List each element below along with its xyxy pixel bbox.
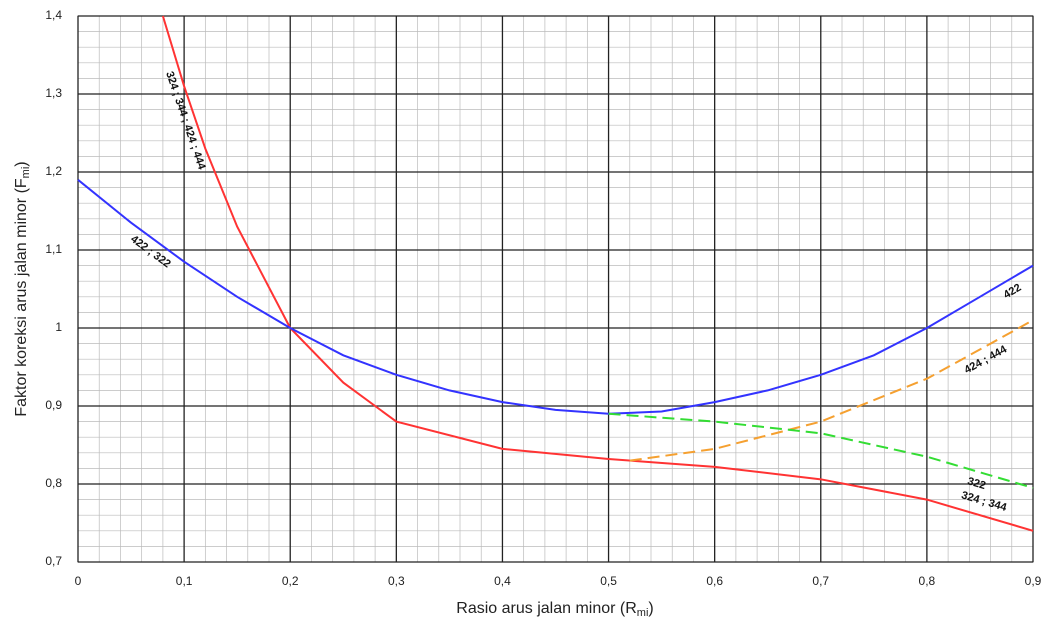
x-tick-label: 0,9 — [1025, 574, 1042, 588]
y-axis-title-main: Faktor koreksi arus jalan minor (F — [13, 178, 30, 417]
line-series — [77, 179, 609, 415]
x-tick-label: 0,3 — [388, 574, 405, 588]
y-tick-label: 1,2 — [45, 164, 62, 178]
plot-area — [77, 15, 1034, 563]
x-tick-label: 0,2 — [282, 574, 299, 588]
y-tick-label: 0,8 — [45, 476, 62, 490]
y-axis-title: Faktor koreksi arus jalan minor (Fmi) — [13, 161, 32, 416]
x-tick-label: 0,5 — [600, 574, 617, 588]
y-tick-label: 1,4 — [45, 8, 62, 22]
x-tick-label: 0,6 — [706, 574, 723, 588]
x-tick-label: 0,4 — [494, 574, 511, 588]
x-tick-label: 0,1 — [176, 574, 193, 588]
y-axis-title-sub: mi — [20, 167, 32, 179]
x-axis-title: Rasio arus jalan minor (Rmi) — [456, 600, 653, 619]
x-tick-label: 0,8 — [919, 574, 936, 588]
y-tick-label: 1,3 — [45, 86, 62, 100]
y-axis-title-end: ) — [13, 161, 30, 166]
y-tick-label: 1,1 — [45, 242, 62, 256]
line-series — [608, 264, 1034, 415]
y-tick-label: 0,9 — [45, 398, 62, 412]
x-tick-label: 0,7 — [812, 574, 829, 588]
x-tick-label: 0 — [75, 574, 82, 588]
x-axis-title-end: ) — [648, 600, 653, 617]
x-axis-title-main: Rasio arus jalan minor (R — [456, 600, 637, 617]
curve-label: 322 — [966, 475, 987, 492]
y-tick-label: 1 — [55, 320, 62, 334]
x-axis-title-sub: mi — [637, 607, 649, 619]
line-series — [629, 319, 1034, 462]
line-series — [608, 458, 1034, 532]
y-tick-label: 0,7 — [45, 554, 62, 568]
